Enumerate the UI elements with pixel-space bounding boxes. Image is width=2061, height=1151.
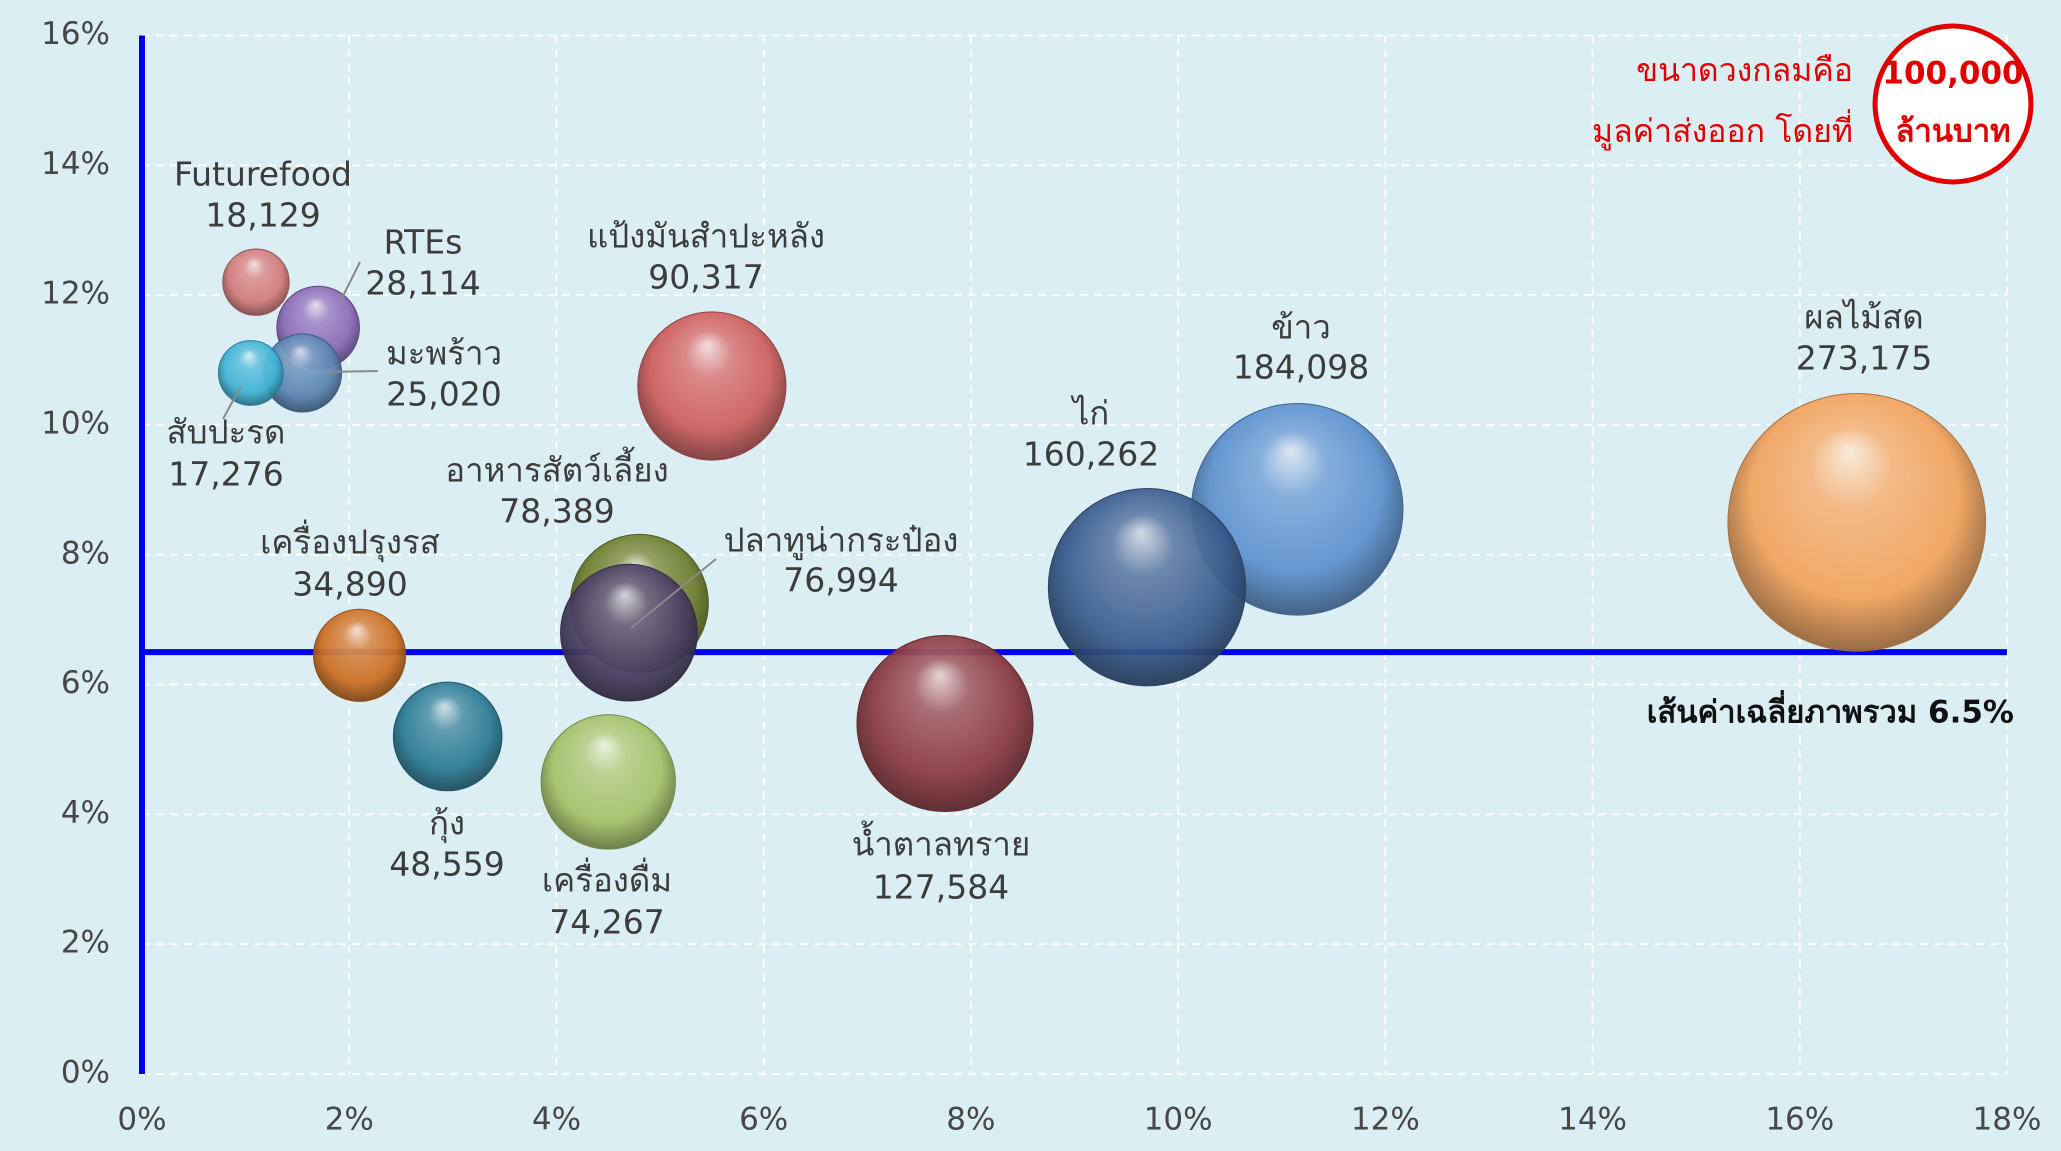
x-tick-label: 8% (946, 1102, 995, 1138)
bubble-label-value-12: 184,098 (1233, 348, 1369, 387)
size-legend-text-2: มูลค่าส่งออก โดยที่ (1592, 109, 1853, 151)
bubble-label-value-10: 74,267 (549, 903, 664, 942)
bubble-label-value-3: 25,020 (386, 375, 501, 414)
y-tick-label: 10% (41, 405, 110, 441)
bubble-label-name-9: กุ้ง (429, 804, 465, 844)
x-tick-label: 4% (532, 1102, 581, 1138)
x-tick-label: 14% (1558, 1102, 1627, 1138)
bubble-14 (1727, 392, 1987, 652)
bubble-label-name-4: สับปะรด (167, 413, 286, 452)
grid-layer (141, 34, 2008, 1075)
bubble-10 (540, 714, 676, 850)
size-legend-circle-unit: ล้านบาท (1895, 114, 2010, 150)
x-tick-label: 2% (325, 1102, 374, 1138)
y-tick-label: 8% (61, 535, 110, 571)
bubble-label-name-3: มะพร้าว (386, 334, 502, 373)
bubble-label-value-8: 34,890 (292, 565, 407, 604)
axis-layer: 0% 2% 4% 6% 8% 10% 12% 14% 16% 18% 0% 2% 4% 6% 8% 10% 12… (41, 16, 2041, 1138)
y-tick-label: 16% (41, 16, 110, 52)
bubble-label-name-10: เครื่องดื่ม (542, 858, 672, 900)
average-line-label: เส้นค่าเฉลี่ยภาพรวม 6.5% (1647, 690, 2014, 731)
leader-line-2 (339, 261, 361, 303)
leader-line-4 (222, 385, 242, 420)
size-legend-circle (1872, 23, 2034, 185)
bubble-label-name-5: แป้งมันสำปะหลัง (587, 217, 825, 256)
size-legend-text-1: ขนาดวงกลมคือ (1636, 51, 1853, 89)
bubble-label-name-13: ไก่ (1070, 394, 1110, 433)
bubble-label-value-7: 76,994 (783, 561, 898, 600)
bubble-label-name-12: ข้าว (1271, 308, 1331, 347)
bubble-label-value-13: 160,262 (1023, 435, 1159, 474)
bubble-label-value-9: 48,559 (389, 845, 504, 884)
bubble-label-value-2: 28,114 (365, 264, 480, 303)
size-legend-circle-value: 100,000 (1882, 56, 2023, 92)
bubble-label-value-5: 90,317 (648, 258, 763, 297)
x-tick-label: 16% (1765, 1102, 1834, 1138)
bubble-label-value-4: 17,276 (168, 455, 283, 494)
bubble-13 (1047, 488, 1247, 687)
bubble-7 (560, 563, 698, 702)
bubble-label-name-7: ปลาทูน่ากระป๋อง (724, 521, 959, 561)
x-tick-label: 0% (117, 1102, 166, 1138)
bubble-label-value-1: 18,129 (205, 196, 320, 235)
bubble-label-name-11: น้ำตาลทราย (852, 821, 1031, 864)
leader-line-7 (630, 558, 717, 629)
size-legend: ขนาดวงกลมคือมูลค่าส่งออก โดยที่ 100,000 ล้… (1592, 23, 2034, 185)
x-tick-label: 6% (739, 1102, 788, 1138)
bubble-label-name-14: ผลไม้สด (1804, 298, 1923, 337)
bubble-layer (217, 248, 1987, 850)
y-tick-label: 0% (61, 1055, 110, 1091)
bubble-label-name-1: Futurefood (174, 155, 352, 194)
bubble-5 (637, 311, 787, 461)
bubble-4 (217, 340, 284, 406)
x-tick-label: 10% (1144, 1102, 1213, 1138)
bubble-11 (856, 634, 1034, 813)
bubble-label-value-6: 78,389 (499, 492, 614, 531)
bubble-label-value-11: 127,584 (873, 868, 1009, 907)
bubble-label-value-14: 273,175 (1796, 339, 1932, 378)
y-tick-label: 6% (61, 665, 110, 701)
leader-layer (222, 261, 717, 629)
bubble-8 (313, 608, 407, 702)
bubble-1 (222, 248, 290, 316)
y-tick-label: 4% (61, 795, 110, 831)
leader-line-3 (324, 370, 379, 373)
x-tick-label: 12% (1351, 1102, 1420, 1138)
bubble-9 (392, 681, 503, 792)
x-tick-label: 18% (1973, 1102, 2042, 1138)
y-tick-label: 12% (41, 276, 110, 312)
y-tick-label: 2% (61, 925, 110, 961)
bubble-label-name-2: RTEs (384, 223, 463, 262)
bubble-label-name-8: เครื่องปรุงรส (260, 520, 440, 563)
bubble-label-name-6: อาหารสัตว์เลี้ยง (445, 447, 668, 490)
y-tick-label: 14% (41, 146, 110, 182)
